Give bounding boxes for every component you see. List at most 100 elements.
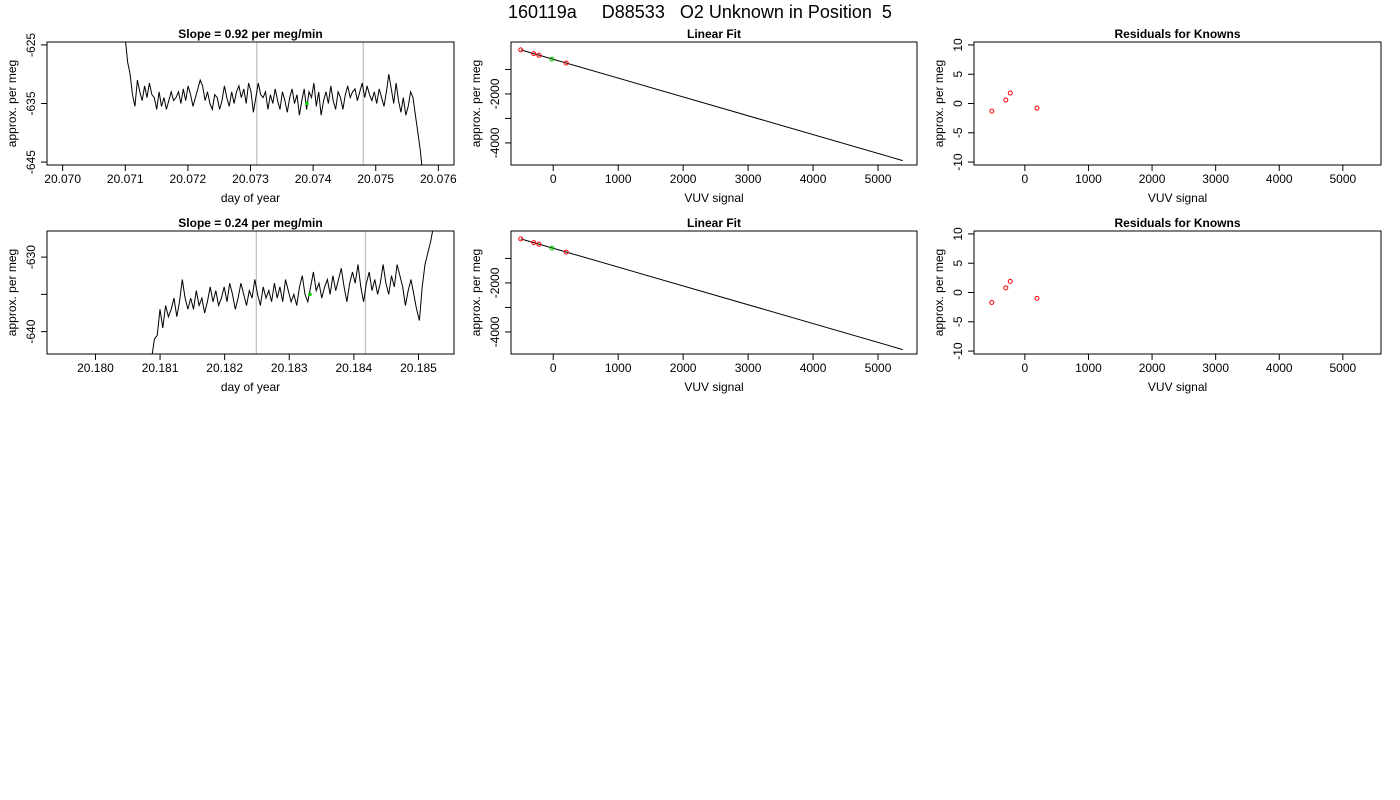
chart-title: Residuals for Knowns [1114,216,1240,230]
plot-area [151,231,434,354]
x-tick-label: 4000 [800,172,827,186]
x-tick-label: 3000 [1202,172,1229,186]
unknown-point [549,56,555,62]
known-point [563,60,569,66]
x-tick-label: 20.073 [232,172,269,186]
y-axis-label: approx. per meg [932,249,946,336]
x-tick-label: 2000 [670,172,697,186]
known-point [1007,90,1013,96]
fit-line [520,49,903,162]
x-axis-label: VUV signal [1148,191,1207,205]
known-point [1003,285,1009,291]
chart-title: Linear Fit [687,27,741,41]
known-point [1003,97,1009,103]
plot-area [989,90,1040,114]
x-axis-label: day of year [221,191,280,205]
y-tick-label: -10 [951,153,965,171]
chart-title: Slope = 0.24 per meg/min [178,216,322,230]
x-tick-label: 4000 [800,361,827,375]
chart-title: Slope = 0.92 per meg/min [178,27,322,41]
x-tick-label: 20.074 [295,172,332,186]
plot-frame [510,41,918,166]
known-point [563,249,569,255]
chart-panel-1: Slope = 0.92 per meg/min 20.070 20.071 20.0… [5,27,457,205]
known-point [518,47,524,53]
x-tick-label: 0 [550,172,557,186]
chart-panel-3: Residuals for Knowns 0 1000 2000 3000 4000 500… [932,27,1382,205]
page-title: 160119a D88533 O2 Unknown in Position 5 [508,2,892,22]
y-tick-label: 10 [951,38,965,52]
x-tick-label: 5000 [865,172,892,186]
chart-panel-5: Linear Fit 0 1000 2000 3000 4000 5000 -4000 -200… [469,216,918,394]
x-tick-label: 2000 [670,361,697,375]
x-tick-label: 20.181 [142,361,179,375]
x-tick-label: 0 [1022,172,1029,186]
x-tick-label: 1000 [605,361,632,375]
y-tick-label: 0 [951,100,965,107]
x-tick-label: 20.076 [420,172,457,186]
y-tick-label: -4000 [488,316,502,347]
y-tick-label: -630 [24,245,38,269]
y-tick-label: -4000 [488,127,502,158]
y-tick-label: -645 [24,150,38,174]
x-tick-label: 0 [1022,361,1029,375]
unknown-marker [308,292,312,297]
y-tick-label: -2000 [488,78,502,109]
plot-area [989,278,1040,305]
known-point [989,108,995,114]
x-tick-label: 2000 [1139,172,1166,186]
plot-area [518,236,903,351]
known-point [989,299,995,305]
x-tick-label: 3000 [735,361,762,375]
x-tick-label: 1000 [605,172,632,186]
known-point [518,236,524,242]
x-tick-label: 2000 [1139,361,1166,375]
chart-panel-4: Slope = 0.24 per meg/min 20.180 20.181 20.1… [5,216,455,394]
y-tick-label: -625 [24,33,38,57]
x-tick-label: 4000 [1266,361,1293,375]
x-tick-label: 20.180 [77,361,114,375]
fit-line [520,238,903,351]
data-series-line [151,231,434,354]
x-tick-label: 5000 [1329,172,1356,186]
x-tick-label: 5000 [865,361,892,375]
chart-title: Residuals for Knowns [1114,27,1240,41]
plot-frame [973,230,1382,355]
plot-area [518,47,903,162]
y-tick-label: 0 [951,289,965,296]
known-point [531,240,537,246]
x-tick-label: 20.184 [336,361,373,375]
plot-frame [973,41,1382,166]
y-axis-label: approx. per meg [469,249,483,336]
x-tick-label: 4000 [1266,172,1293,186]
x-tick-label: 5000 [1329,361,1356,375]
y-tick-label: 10 [951,227,965,241]
plot-frame [46,41,455,166]
plot-frame [46,230,455,355]
x-axis-label: day of year [221,380,280,394]
known-point [531,51,537,57]
unknown-point [549,245,555,251]
y-axis-label: approx. per meg [469,60,483,147]
x-axis-label: VUV signal [1148,380,1207,394]
known-point [1007,278,1013,284]
x-tick-label: 1000 [1075,172,1102,186]
x-axis-label: VUV signal [684,191,743,205]
plot-area [125,42,423,165]
data-series-line [125,42,423,165]
x-tick-label: 3000 [1202,361,1229,375]
y-tick-label: -635 [24,91,38,115]
known-point [1034,105,1040,111]
x-tick-label: 1000 [1075,361,1102,375]
known-point [536,241,542,247]
x-tick-label: 20.071 [107,172,144,186]
x-tick-label: 3000 [735,172,762,186]
y-tick-label: -10 [951,342,965,360]
y-axis-label: approx. per meg [5,60,19,147]
x-tick-label: 20.183 [271,361,308,375]
x-axis-label: VUV signal [684,380,743,394]
known-point [1034,295,1040,301]
x-tick-label: 20.072 [170,172,207,186]
y-tick-label: -2000 [488,267,502,298]
